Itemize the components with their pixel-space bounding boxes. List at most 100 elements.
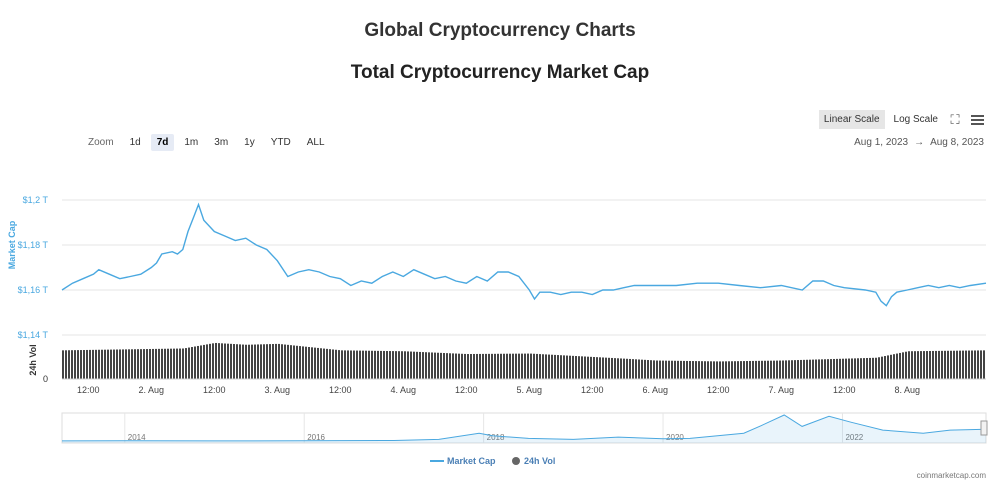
volume-bar	[545, 354, 547, 379]
volume-bar	[191, 347, 193, 379]
volume-bar	[923, 351, 925, 379]
volume-bar	[698, 361, 700, 379]
volume-bar	[512, 353, 514, 379]
zoom-3m-button[interactable]: 3m	[214, 137, 229, 148]
volume-bar	[413, 351, 415, 379]
date-range: Aug 1, 2023 → Aug 8, 2023	[854, 137, 984, 148]
volume-bar	[533, 353, 535, 379]
volume-bar	[734, 361, 736, 379]
volume-bar	[785, 360, 787, 379]
x-tick-label: 4. Aug	[390, 385, 416, 395]
volume-bar	[704, 361, 706, 379]
volume-bar	[674, 360, 676, 379]
volume-bar	[884, 356, 886, 379]
volume-bar	[560, 355, 562, 379]
zoom-7d-button[interactable]: 7d	[150, 134, 175, 151]
volume-bar	[212, 343, 214, 379]
volume-bar	[239, 344, 241, 379]
volume-bar	[167, 348, 169, 379]
volume-bar	[944, 350, 946, 379]
range-from-input[interactable]: Aug 1, 2023	[854, 137, 909, 148]
zoom-1d-button[interactable]: 1d	[129, 137, 141, 148]
volume-bar	[254, 344, 256, 379]
volume-bar	[521, 353, 523, 379]
zoom-1m-button[interactable]: 1m	[184, 137, 199, 148]
volume-bar	[746, 361, 748, 379]
volume-tick-label: 0	[43, 374, 48, 384]
volume-bar	[164, 348, 166, 379]
volume-bar	[326, 348, 328, 379]
volume-bar	[659, 360, 661, 379]
volume-bar	[653, 360, 655, 379]
volume-bar	[374, 350, 376, 379]
fullscreen-icon[interactable]: ⛶	[950, 111, 960, 127]
volume-bar	[758, 360, 760, 379]
volume-bar	[911, 351, 913, 379]
volume-bar	[233, 344, 235, 379]
volume-bar	[134, 349, 136, 379]
scale-toolbar: Linear Scale Log Scale ⛶	[818, 110, 984, 129]
credit-link[interactable]: coinmarketcap.com	[916, 471, 986, 480]
volume-bar	[617, 358, 619, 379]
volume-bar	[80, 350, 82, 379]
volume-bar	[743, 361, 745, 379]
volume-bar	[941, 350, 943, 379]
volume-bar	[77, 350, 79, 379]
legend[interactable]: Market Cap 24h Vol	[430, 456, 555, 466]
volume-bar	[794, 360, 796, 379]
volume-bar	[887, 355, 889, 379]
volume-bar	[914, 351, 916, 379]
volume-bar	[731, 361, 733, 379]
volume-bar	[554, 354, 556, 379]
volume-bar	[218, 343, 220, 379]
volume-bar	[848, 358, 850, 379]
volume-bar	[380, 350, 382, 379]
navigator-handle[interactable]	[980, 420, 988, 436]
volume-bar	[392, 351, 394, 379]
volume-bar	[845, 358, 847, 379]
volume-bar	[668, 360, 670, 379]
volume-bar	[476, 353, 478, 379]
volume-bar	[464, 353, 466, 379]
volume-bar	[587, 356, 589, 379]
volume-bar	[251, 344, 253, 379]
volume-bar	[485, 353, 487, 379]
x-tick-label: 2. Aug	[138, 385, 164, 395]
volume-bar	[128, 349, 130, 379]
volume-bar	[461, 353, 463, 379]
zoom-all-button[interactable]: ALL	[306, 137, 325, 148]
volume-bar	[929, 350, 931, 379]
log-scale-button[interactable]: Log Scale	[893, 114, 938, 125]
volume-bar	[590, 356, 592, 379]
volume-bar	[377, 350, 379, 379]
range-to-input[interactable]: Aug 8, 2023	[930, 137, 984, 148]
volume-bar	[770, 360, 772, 379]
volume-bar	[752, 360, 754, 379]
x-tick-label: 5. Aug	[516, 385, 542, 395]
zoom-1y-button[interactable]: 1y	[244, 137, 255, 148]
zoom-bar: Zoom 1d 7d 1m 3m 1y YTD ALL	[88, 134, 331, 151]
volume-bar	[824, 359, 826, 379]
volume-bar	[635, 359, 637, 379]
volume-bar	[875, 357, 877, 379]
volume-bar	[551, 354, 553, 379]
linear-scale-button[interactable]: Linear Scale	[818, 110, 885, 129]
volume-bar	[530, 353, 532, 379]
menu-icon[interactable]	[971, 114, 984, 125]
volume-bar	[287, 344, 289, 379]
volume-bar	[305, 346, 307, 379]
volume-axis-label: 24h Vol	[28, 344, 38, 375]
zoom-ytd-button[interactable]: YTD	[270, 137, 291, 148]
volume-bar	[86, 349, 88, 379]
volume-bar	[566, 355, 568, 379]
volume-bar	[869, 357, 871, 379]
legend-volume-swatch	[512, 457, 520, 465]
volume-bar	[293, 345, 295, 379]
volume-bar	[695, 361, 697, 379]
volume-bar	[488, 353, 490, 379]
volume-bar	[854, 358, 856, 379]
volume-bar	[452, 353, 454, 379]
volume-bar	[641, 359, 643, 379]
legend-volume-label: 24h Vol	[524, 456, 555, 466]
